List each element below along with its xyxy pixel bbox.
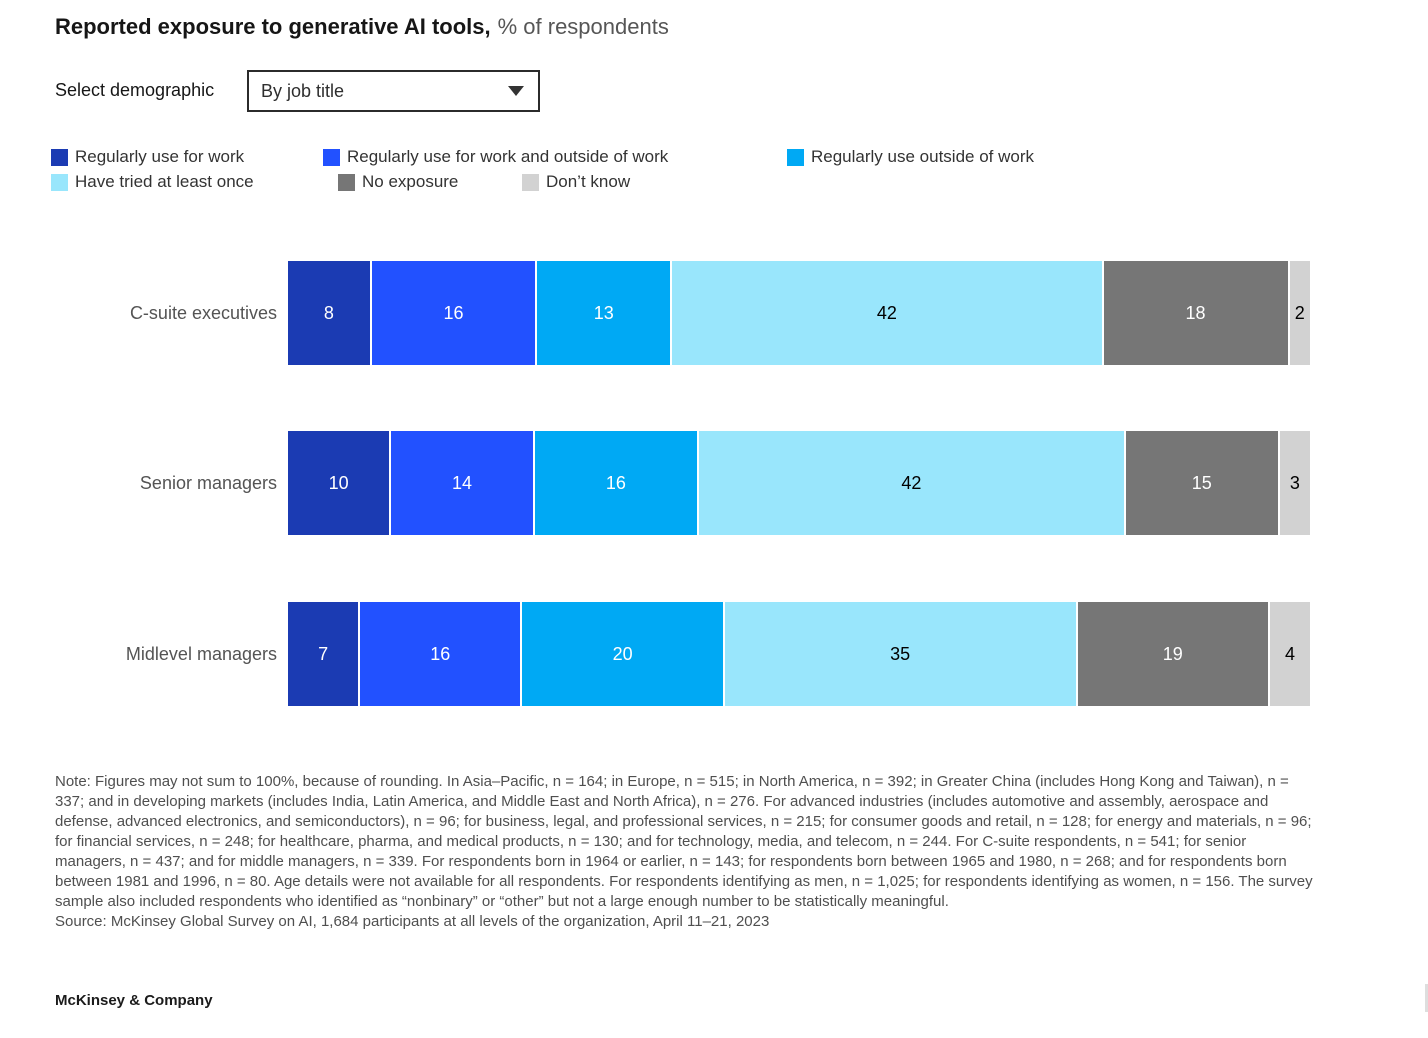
bar-segment: 3 <box>1279 431 1311 535</box>
legend-swatch-icon <box>51 173 68 191</box>
legend-item: Have tried at least once <box>51 172 254 192</box>
page-title: Reported exposure to generative AI tools… <box>55 14 669 40</box>
legend-label: Regularly use for work <box>75 147 245 166</box>
legend-swatch-icon <box>787 148 804 166</box>
footnote: Note: Figures may not sum to 100%, becau… <box>55 773 1313 910</box>
dropdown-selected-value: By job title <box>261 80 345 101</box>
footnote-block: Note: Figures may not sum to 100%, becau… <box>55 772 1319 932</box>
bar-segment: 18 <box>1103 261 1288 365</box>
title-main: Reported exposure to generative AI tools… <box>55 14 491 39</box>
bar-segment: 42 <box>672 261 1102 365</box>
bar-segment: 7 <box>288 602 359 706</box>
bar-segment: 16 <box>371 261 536 365</box>
legend-item: Regularly use for work and outside of wo… <box>323 147 668 167</box>
legend-item: Regularly use for work <box>51 147 244 167</box>
bar-segment: 10 <box>288 431 390 535</box>
bar-row: C-suite executives 8 16 13 42 18 2 <box>0 261 1428 365</box>
legend-label: No exposure <box>362 172 459 191</box>
legend-label: Don’t know <box>546 172 631 191</box>
legend-swatch-icon <box>338 173 355 191</box>
bar-segment: 16 <box>360 602 521 706</box>
legend-label: Regularly use for work and outside of wo… <box>347 147 669 166</box>
legend-swatch-icon <box>51 148 68 166</box>
select-demographic-label: Select demographic <box>55 80 215 100</box>
mckinsey-company-logo: McKinsey & Company <box>55 992 213 1009</box>
bar-segment: 20 <box>522 602 723 706</box>
legend-item: Regularly use outside of work <box>787 147 1034 167</box>
legend-label: Regularly use outside of work <box>811 147 1035 166</box>
legend-label: Have tried at least once <box>75 172 254 191</box>
bar-row: Senior managers 10 14 16 42 15 3 <box>0 431 1428 535</box>
legend-swatch-icon <box>323 148 340 166</box>
row-label: Senior managers <box>139 472 277 493</box>
source-line: Source: McKinsey Global Survey on AI, 1,… <box>55 913 770 930</box>
row-label: C-suite executives <box>129 302 277 323</box>
bar-row: Midlevel managers 7 16 20 35 19 4 <box>0 602 1428 706</box>
demographic-dropdown[interactable]: By job title <box>247 70 540 112</box>
scrollbar-fragment[interactable] <box>1425 984 1428 1012</box>
title-unit: % of respondents <box>497 14 669 39</box>
legend-swatch-icon <box>522 173 539 191</box>
bar-segment: 2 <box>1289 261 1310 365</box>
stacked-bar: 10 14 16 42 15 3 <box>288 431 1311 535</box>
bar-segment: 42 <box>698 431 1124 535</box>
bar-segment: 14 <box>391 431 533 535</box>
bar-segment: 8 <box>288 261 370 365</box>
bar-segment: 4 <box>1269 602 1310 706</box>
bar-segment: 15 <box>1125 431 1278 535</box>
bar-segment: 16 <box>534 431 697 535</box>
legend-item: Don’t know <box>522 172 630 192</box>
stacked-bar: 8 16 13 42 18 2 <box>288 261 1310 365</box>
chevron-down-icon <box>508 86 524 96</box>
bar-segment: 35 <box>724 602 1076 706</box>
row-label: Midlevel managers <box>125 643 277 664</box>
stacked-bar: 7 16 20 35 19 4 <box>288 602 1310 706</box>
legend-item: No exposure <box>338 172 458 192</box>
bar-segment: 19 <box>1077 602 1268 706</box>
bar-segment: 13 <box>537 261 671 365</box>
